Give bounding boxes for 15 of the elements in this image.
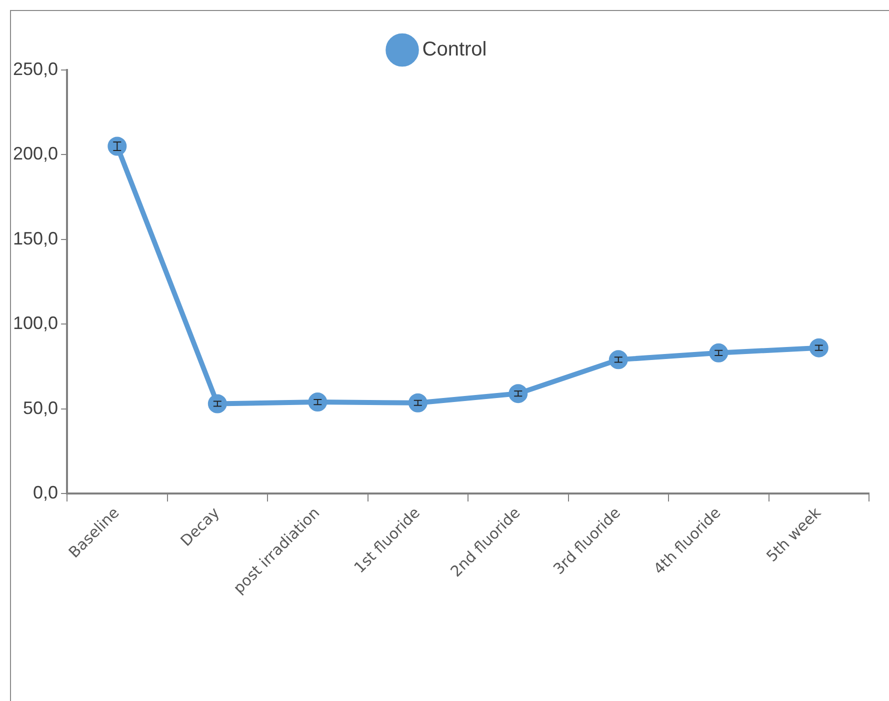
point <box>709 343 728 362</box>
point <box>108 136 127 156</box>
y-tick-label: 0,0 <box>33 482 58 502</box>
point <box>208 394 227 414</box>
y-tick-label: 200,0 <box>12 144 58 164</box>
legend-label: Control <box>422 38 487 61</box>
point <box>608 350 628 370</box>
y-tick-label: 50,0 <box>22 398 58 418</box>
y-tick-label: 100,0 <box>12 313 58 334</box>
point <box>408 393 428 412</box>
point <box>308 392 328 412</box>
y-tick-label: 150,0 <box>12 228 58 248</box>
point <box>809 338 828 358</box>
y-tick-label: 250,0 <box>12 58 58 79</box>
point <box>508 384 528 404</box>
